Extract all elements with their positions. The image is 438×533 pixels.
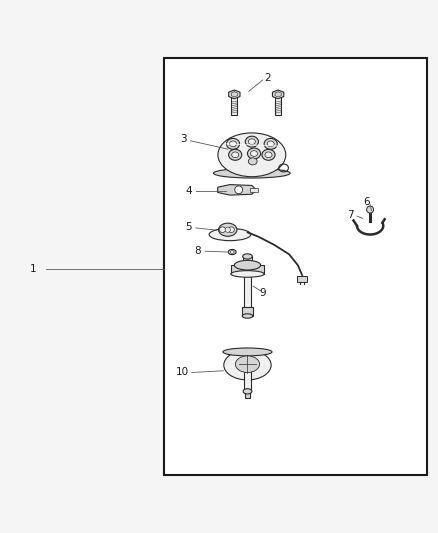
Text: 4: 4: [185, 186, 192, 196]
Ellipse shape: [235, 356, 259, 373]
Text: 10: 10: [176, 367, 189, 377]
Text: 9: 9: [259, 288, 266, 298]
Polygon shape: [272, 90, 284, 99]
Bar: [243, 256, 252, 264]
Ellipse shape: [262, 149, 275, 160]
Ellipse shape: [265, 152, 272, 158]
Ellipse shape: [234, 260, 261, 270]
Ellipse shape: [231, 271, 264, 277]
Bar: [244, 274, 251, 308]
Polygon shape: [218, 184, 256, 195]
Ellipse shape: [243, 389, 252, 394]
Bar: [245, 391, 250, 398]
Text: 5: 5: [185, 222, 192, 232]
Circle shape: [225, 227, 230, 232]
Ellipse shape: [223, 348, 272, 356]
Ellipse shape: [213, 168, 290, 178]
Ellipse shape: [219, 223, 237, 236]
Ellipse shape: [219, 227, 226, 232]
Ellipse shape: [230, 141, 237, 147]
Polygon shape: [229, 90, 240, 99]
Ellipse shape: [229, 149, 242, 160]
Text: 1: 1: [29, 264, 36, 273]
Ellipse shape: [247, 148, 261, 159]
Text: 8: 8: [194, 246, 201, 256]
Ellipse shape: [209, 229, 251, 241]
Text: 7: 7: [347, 210, 354, 220]
Ellipse shape: [251, 151, 258, 156]
Ellipse shape: [248, 158, 257, 165]
Ellipse shape: [232, 152, 239, 158]
Circle shape: [367, 206, 374, 213]
Ellipse shape: [264, 139, 277, 149]
Ellipse shape: [245, 136, 258, 147]
Ellipse shape: [226, 139, 240, 149]
Text: 6: 6: [364, 197, 371, 207]
Bar: [250, 188, 258, 191]
Ellipse shape: [243, 254, 252, 259]
Ellipse shape: [224, 350, 271, 380]
Text: 3: 3: [180, 134, 187, 144]
Ellipse shape: [228, 227, 234, 232]
Bar: [242, 307, 253, 316]
Bar: [244, 365, 251, 391]
Circle shape: [235, 186, 243, 194]
Ellipse shape: [248, 139, 255, 144]
Ellipse shape: [242, 314, 253, 318]
Bar: [231, 265, 264, 274]
Ellipse shape: [228, 249, 236, 255]
Ellipse shape: [218, 133, 286, 177]
Bar: [275, 94, 281, 115]
Ellipse shape: [230, 251, 234, 253]
Bar: [297, 276, 307, 282]
Bar: [164, 59, 427, 474]
Text: 2: 2: [264, 73, 271, 83]
Bar: [231, 94, 237, 115]
Ellipse shape: [267, 141, 274, 147]
